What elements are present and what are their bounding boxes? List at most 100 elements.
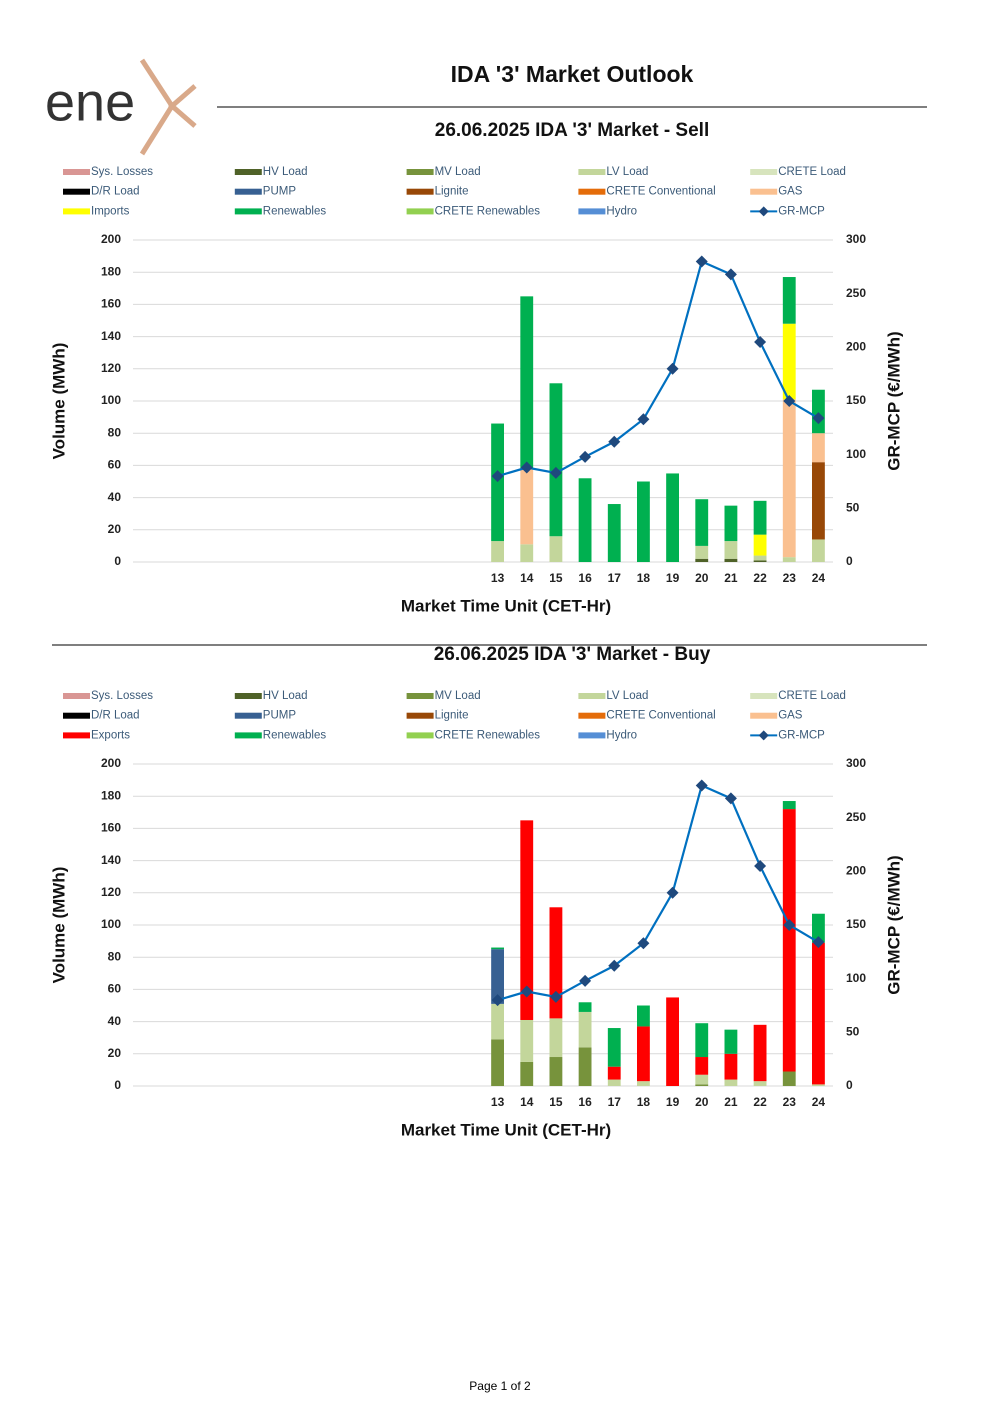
legend-label: Sys. Losses [91, 690, 153, 702]
x-tick-label: 17 [608, 1095, 622, 1109]
legend-swatch [750, 188, 778, 195]
bar-segment [637, 1005, 650, 1027]
bar-segment [491, 949, 504, 1004]
y-tick-label: 0 [114, 1078, 121, 1092]
bar-segment [578, 478, 592, 562]
x-tick-label: 14 [520, 1095, 534, 1109]
x-tick-label: 15 [549, 1095, 563, 1109]
price-marker [549, 990, 562, 1003]
legend-swatch [63, 169, 90, 175]
x-tick-label: 16 [578, 571, 592, 585]
bar-segment [753, 1081, 767, 1086]
y2-tick-label: 150 [846, 917, 866, 931]
bar-segment [491, 1039, 504, 1086]
legend-label: PUMP [263, 710, 297, 722]
y-tick-label: 120 [101, 361, 121, 375]
logo: ene [45, 72, 135, 132]
bar-segment [812, 433, 825, 463]
price-marker [520, 985, 533, 998]
price-marker [754, 859, 767, 872]
bar-segment [520, 820, 534, 1020]
x-tick-label: 23 [783, 1095, 797, 1109]
y2-axis-title: GR-MCP (€/MWh) [884, 855, 903, 994]
x-tick-label: 14 [520, 571, 534, 585]
legend-label: PUMP [263, 186, 297, 198]
bar-segment [607, 1079, 621, 1086]
legend-swatch [578, 732, 606, 739]
bar-segment [782, 399, 796, 558]
price-marker [724, 792, 737, 805]
bar-segment [637, 1081, 650, 1086]
bar-segment [578, 1011, 592, 1048]
y2-tick-label: 200 [846, 864, 866, 878]
legend-label: CRETE Renewables [435, 205, 541, 217]
price-marker [724, 268, 737, 281]
price-marker [520, 461, 533, 474]
legend-label: Hydro [606, 205, 637, 217]
bar-segment [491, 947, 504, 950]
logo-stroke [168, 84, 197, 128]
y-tick-label: 20 [108, 1046, 122, 1060]
page-title: IDA '3' Market Outlook [451, 61, 694, 87]
legend-label: GR-MCP [778, 205, 825, 217]
bar-segment [695, 499, 709, 546]
x-tick-label: 24 [812, 1095, 826, 1109]
legend-swatch [234, 693, 262, 699]
y2-axis-title: GR-MCP (€/MWh) [884, 331, 903, 470]
legend-label: Imports [91, 205, 130, 217]
x-tick-label: 15 [549, 571, 563, 585]
legend-label: CRETE Load [778, 166, 846, 178]
bar-segment [753, 560, 767, 562]
legend-label: GR-MCP [778, 729, 825, 741]
chart-title: 26.06.2025 IDA '3' Market - Sell [435, 120, 709, 141]
legend-label: CRETE Conventional [606, 186, 715, 198]
bar-segment [782, 801, 796, 810]
y-tick-label: 180 [101, 264, 121, 278]
bar-segment [753, 534, 767, 556]
legend-marker [758, 206, 769, 217]
y-tick-label: 80 [108, 949, 122, 963]
bar-segment [812, 942, 825, 1085]
y2-tick-label: 150 [846, 393, 866, 407]
price-marker [579, 450, 592, 463]
legend-swatch [578, 169, 606, 175]
bar-segment [607, 1066, 621, 1080]
x-axis-title: Market Time Unit (CET-Hr) [401, 596, 611, 615]
bar-segment [607, 1028, 621, 1067]
y-tick-label: 0 [114, 554, 121, 568]
y-tick-label: 60 [108, 982, 122, 996]
chart-title: 26.06.2025 IDA '3' Market - Buy [434, 644, 711, 665]
y-tick-label: 200 [101, 232, 121, 246]
y2-tick-label: 300 [846, 756, 866, 770]
bar-segment [724, 1053, 738, 1080]
bar-segment [520, 468, 534, 545]
legend-swatch [63, 732, 90, 739]
x-tick-label: 22 [753, 1095, 767, 1109]
bar-segment [695, 1084, 709, 1086]
y2-tick-label: 0 [846, 554, 853, 568]
legend-swatch [406, 712, 434, 719]
price-marker [637, 937, 650, 950]
bar-segment [491, 423, 504, 542]
price-marker [812, 412, 825, 425]
x-tick-label: 24 [812, 571, 826, 585]
y2-tick-label: 250 [846, 286, 866, 300]
bar-segment [695, 1074, 709, 1085]
legend-label: GAS [778, 186, 803, 198]
bar-segment [724, 1079, 738, 1086]
price-marker [491, 470, 504, 483]
legend-swatch [406, 169, 434, 175]
bar-segment [695, 545, 709, 559]
legend-label: GAS [778, 710, 803, 722]
legend-swatch [234, 732, 262, 739]
legend-swatch [406, 188, 434, 195]
x-tick-label: 18 [637, 571, 651, 585]
y2-tick-label: 250 [846, 810, 866, 824]
legend-label: HV Load [263, 166, 308, 178]
legend-swatch [750, 712, 778, 719]
legend-swatch [578, 208, 606, 215]
legend-label: Exports [91, 729, 130, 741]
legend-label: Renewables [263, 729, 327, 741]
